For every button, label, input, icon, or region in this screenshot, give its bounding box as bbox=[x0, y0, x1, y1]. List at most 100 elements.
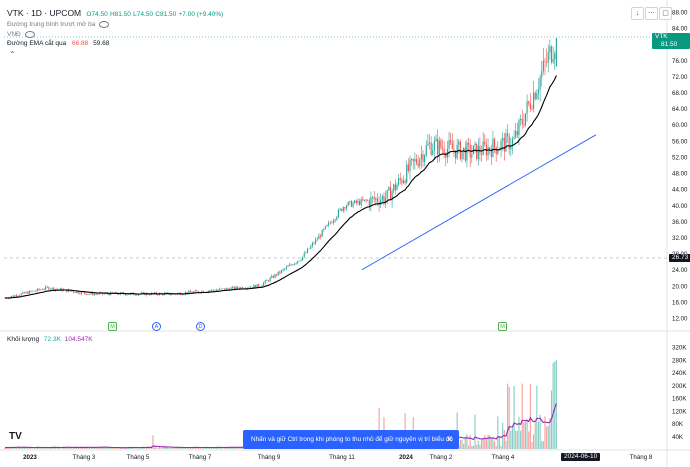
volume-bar bbox=[188, 447, 190, 449]
candle-body bbox=[258, 284, 260, 287]
event-badge[interactable]: D bbox=[196, 322, 205, 331]
candle-body bbox=[271, 275, 273, 278]
candle-body bbox=[533, 92, 535, 109]
change-value: +7.00 (+9.40%) bbox=[178, 11, 224, 18]
volume-bar bbox=[479, 444, 481, 449]
crosshair-price-label: 26.73 bbox=[669, 254, 690, 262]
volume-bar bbox=[500, 445, 502, 449]
arrow-down-icon[interactable]: ↓ bbox=[631, 7, 644, 20]
volume-bar bbox=[113, 447, 115, 449]
event-badge[interactable]: M bbox=[108, 322, 117, 331]
time-axis-label: 2023 bbox=[23, 454, 37, 461]
candle-body bbox=[332, 220, 335, 223]
candle-body bbox=[46, 286, 48, 288]
candle-body bbox=[38, 288, 40, 290]
candle-body bbox=[12, 295, 14, 297]
candle-body bbox=[355, 200, 357, 203]
candle-body bbox=[381, 196, 383, 200]
price-axis-label: 64.00 bbox=[672, 106, 688, 113]
candle-body bbox=[292, 264, 294, 266]
candle-body bbox=[482, 141, 484, 155]
candle-body bbox=[287, 266, 289, 267]
candle-body bbox=[547, 52, 549, 63]
more-icon[interactable]: ⋯ bbox=[645, 7, 658, 20]
event-badge[interactable]: M bbox=[498, 322, 507, 331]
trendline bbox=[361, 134, 597, 271]
candle-body bbox=[77, 291, 79, 294]
expand-icon[interactable]: ▢ bbox=[659, 7, 672, 20]
volume-bar bbox=[485, 439, 488, 449]
candle-body bbox=[516, 130, 518, 136]
volume-bar bbox=[119, 448, 122, 449]
indicator-ema[interactable]: Đường EMA cắt qua 66.88 59.68 bbox=[7, 40, 109, 47]
candle-body bbox=[373, 197, 375, 200]
volume-bar bbox=[528, 431, 530, 449]
candle-body bbox=[388, 187, 390, 190]
volume-bar bbox=[546, 426, 548, 449]
candle-body bbox=[225, 288, 227, 290]
candle-body bbox=[414, 159, 416, 162]
candle-body bbox=[261, 285, 263, 287]
event-badge[interactable]: A bbox=[152, 322, 161, 331]
candle-body bbox=[523, 123, 525, 126]
candle-body bbox=[510, 146, 512, 150]
candle-body bbox=[477, 145, 479, 160]
candle-body bbox=[352, 203, 354, 207]
volume-bar bbox=[186, 448, 188, 449]
price-axis-label: 56.00 bbox=[672, 138, 688, 145]
volume-bar bbox=[95, 447, 97, 449]
volume-bar bbox=[80, 446, 83, 449]
volume-bar bbox=[511, 427, 514, 449]
candle-body bbox=[445, 154, 447, 158]
candle-body bbox=[524, 113, 527, 126]
volume-bar bbox=[103, 446, 105, 449]
candle-body bbox=[67, 289, 70, 292]
candle-body bbox=[207, 290, 209, 292]
candle-body bbox=[27, 292, 29, 294]
symbol-title[interactable]: VTK · 1D · UPCOM bbox=[7, 8, 82, 18]
ema-label: Đường EMA cắt qua bbox=[7, 40, 67, 47]
candle-body bbox=[318, 235, 320, 240]
candle-body bbox=[25, 292, 27, 294]
candle-body bbox=[131, 292, 133, 294]
volume-bar bbox=[160, 448, 162, 449]
time-axis-label: Tháng 5 bbox=[127, 454, 150, 461]
candle-body bbox=[336, 216, 338, 220]
candle-body bbox=[71, 291, 73, 292]
volume-bar bbox=[207, 448, 209, 449]
time-axis-label: Tháng 2 bbox=[430, 454, 453, 461]
volume-bar bbox=[554, 361, 556, 449]
candle-body bbox=[267, 280, 270, 282]
indicator-moving-average[interactable]: Đường trung bình trượt mở ba bbox=[7, 21, 110, 28]
volume-bar bbox=[241, 447, 244, 449]
volume-bar bbox=[4, 447, 6, 449]
candle-body bbox=[425, 145, 427, 156]
price-axis-label: 68.00 bbox=[672, 90, 688, 97]
volume-bar bbox=[503, 430, 505, 449]
candle-body bbox=[217, 289, 219, 291]
candle-body bbox=[518, 120, 520, 136]
candle-body bbox=[529, 103, 531, 109]
candle-body bbox=[290, 264, 292, 266]
candle-body bbox=[298, 260, 300, 262]
volume-bar bbox=[35, 447, 37, 449]
volume-bar bbox=[466, 434, 468, 449]
collapse-chevron-icon[interactable]: ⌃ bbox=[9, 50, 16, 59]
volume-bar bbox=[106, 447, 109, 449]
volume-bar bbox=[220, 447, 222, 449]
candle-body bbox=[409, 159, 411, 171]
volume-bar bbox=[180, 447, 182, 449]
candle-body bbox=[479, 145, 481, 154]
volume-bar bbox=[480, 439, 483, 449]
candle-body bbox=[511, 138, 514, 147]
eye-icon[interactable] bbox=[99, 21, 110, 28]
volume-bar bbox=[84, 447, 86, 449]
volume-bar bbox=[115, 447, 117, 449]
close-icon[interactable]: ✕ bbox=[446, 435, 453, 444]
eye-icon[interactable] bbox=[24, 31, 35, 38]
candle-body bbox=[142, 292, 144, 294]
candle-body bbox=[189, 291, 191, 293]
candle-body bbox=[412, 159, 414, 162]
tradingview-logo[interactable]: TV bbox=[9, 431, 22, 442]
